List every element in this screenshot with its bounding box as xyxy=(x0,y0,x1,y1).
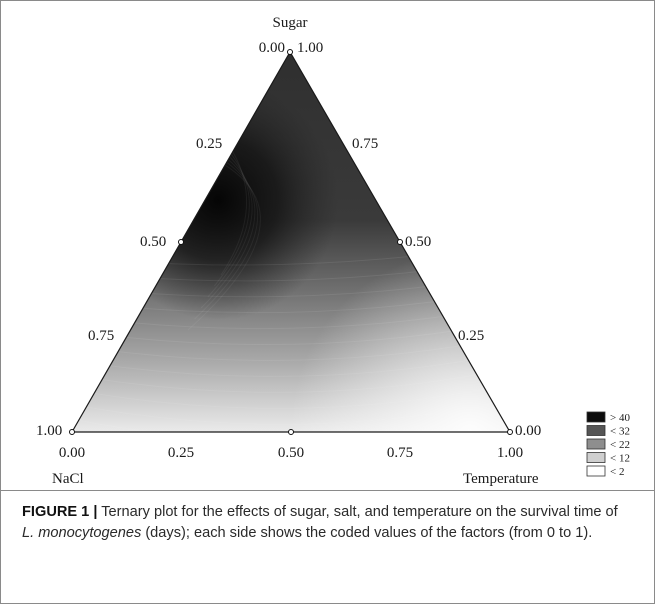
frame-left-border xyxy=(0,0,1,604)
legend-swatch xyxy=(586,425,606,436)
marker-nacl-corner xyxy=(69,429,75,435)
caption-text-after: (days); each side shows the coded values… xyxy=(141,525,593,541)
axis-label-sugar: Sugar xyxy=(273,15,308,31)
legend-label: < 2 xyxy=(610,466,624,478)
caption-species: L. monocytogenes xyxy=(22,525,142,541)
contour-fill xyxy=(72,52,510,432)
axis-label-temperature: Temperature xyxy=(463,471,539,487)
legend-swatch xyxy=(586,465,606,477)
legend-label: < 32 xyxy=(610,426,630,438)
marker-left-mid xyxy=(178,239,184,245)
tick-bottom-0: 0.00 xyxy=(59,445,85,461)
marker-bottom-mid xyxy=(288,429,294,435)
tick-right-1: 0.75 xyxy=(352,136,378,152)
contour-line xyxy=(72,379,510,409)
tick-left-1: 0.25 xyxy=(196,136,222,152)
legend-label: < 12 xyxy=(610,453,630,465)
contour-line xyxy=(72,348,510,377)
legend: > 40 < 32< 22 < 12< 2 xyxy=(586,411,630,478)
tick-bottom-2: 0.50 xyxy=(278,445,304,461)
marker-right-mid xyxy=(397,239,403,245)
tick-left-3: 0.75 xyxy=(88,328,114,344)
tick-left-2: 0.50 xyxy=(140,234,166,250)
marker-temperature-corner xyxy=(507,429,513,435)
tick-right-0: 1.00 xyxy=(297,40,323,56)
figure-caption: FIGURE 1 | Ternary plot for the effects … xyxy=(22,502,632,544)
contour-line xyxy=(72,410,510,432)
ternary-plot: Sugar 0.00 0.25 0.50 0.75 1.00 1.00 0.75… xyxy=(36,15,630,487)
axis-label-nacl: NaCl xyxy=(52,471,84,487)
tick-bottom-4: 1.00 xyxy=(497,445,523,461)
legend-label: > 40 xyxy=(610,412,630,424)
frame-top-border xyxy=(0,0,655,1)
caption-label: FIGURE 1 | xyxy=(22,504,98,520)
legend-swatch xyxy=(586,452,606,463)
contour-line xyxy=(72,363,510,393)
legend-swatch xyxy=(586,411,606,423)
tick-markers xyxy=(69,49,513,435)
contour-line xyxy=(72,394,510,425)
caption-text-before: Ternary plot for the effects of sugar, s… xyxy=(97,504,618,520)
tick-left-4: 1.00 xyxy=(36,423,62,439)
caption-divider xyxy=(0,490,655,491)
marker-sugar-apex xyxy=(287,49,293,55)
tick-left-0: 0.00 xyxy=(259,40,285,56)
tick-right-4: 0.00 xyxy=(515,423,541,439)
legend-swatch xyxy=(586,438,606,450)
tick-bottom-1: 0.25 xyxy=(168,445,194,461)
tick-right-3: 0.25 xyxy=(458,328,484,344)
tick-bottom-3: 0.75 xyxy=(387,445,413,461)
legend-label: < 22 xyxy=(610,439,630,451)
tick-right-2: 0.50 xyxy=(405,234,431,250)
